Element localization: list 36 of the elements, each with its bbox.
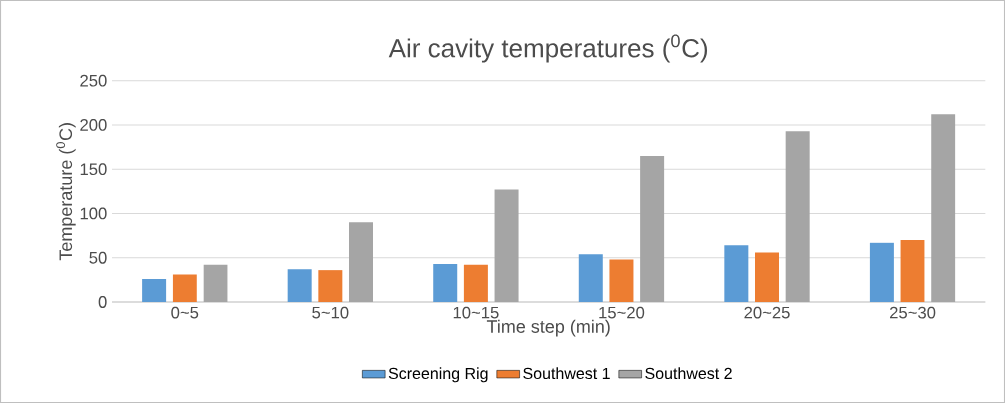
bar [318,270,343,302]
y-tick-label: 150 [80,163,107,176]
bar [724,245,749,302]
bar [287,269,312,302]
chart-title: Air cavity temperatures ($^{0}$C) [388,34,708,63]
y-tick-label: 0 [98,296,107,308]
bar [349,222,374,302]
bar [609,259,634,302]
bar [640,155,665,302]
x-tick-label: 5~10 [312,306,349,319]
legend-label: Southwest 1 [523,367,610,380]
y-axis-title: Temperature ($^{0}$C) [56,123,76,261]
legend-label: Southwest 2 [645,367,732,380]
bar [172,274,197,302]
legend-label: Screening Rig [388,367,488,383]
bar [785,131,810,302]
bar [433,263,458,302]
bar [203,264,228,302]
y-tick-label: 250 [80,74,107,87]
bar [931,114,956,302]
bar [142,278,167,302]
y-tick-label: 200 [80,119,107,131]
y-tick-label: 50 [89,251,107,264]
x-tick-label: 25~30 [890,306,936,319]
x-tick-label: 10~15 [453,306,499,319]
bar [578,254,603,302]
x-tick-label: 15~20 [599,306,645,319]
bar [755,252,780,302]
bar [900,240,925,302]
x-axis-title: Time step (min) [486,319,610,337]
y-tick-label: 100 [80,207,107,220]
x-tick-label: 0~5 [171,306,199,319]
x-tick-label: 20~25 [744,306,790,319]
bar [869,242,894,302]
bar [463,264,488,302]
bar [494,189,519,302]
